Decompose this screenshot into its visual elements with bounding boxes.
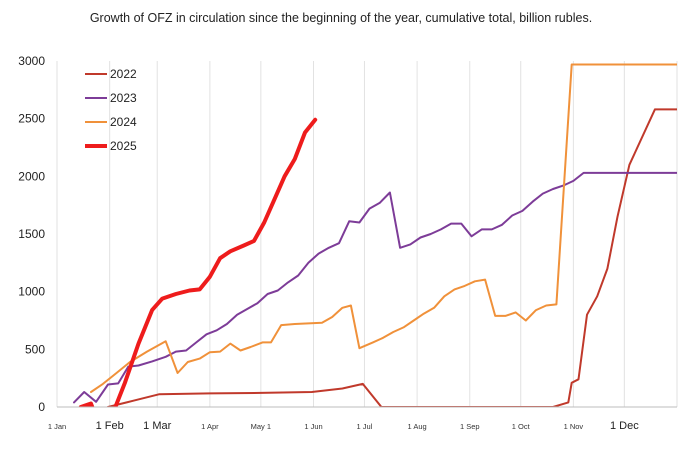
chart-title: Growth of OFZ in circulation since the b… [90,11,592,25]
series-line-2024 [90,63,677,393]
x-tick-label: 1 Nov [564,422,584,431]
x-tick-label: 1 Jun [304,422,322,431]
series-lines [73,63,677,407]
grid [56,61,678,407]
x-tick-label: 1 Jan [48,422,66,431]
series-line-2025 [78,117,318,407]
x-tick-label: May 1 [251,422,271,431]
y-tick-label: 0 [38,400,45,414]
y-tick-label: 500 [25,342,45,356]
x-tick-label: 1 Jul [357,422,373,431]
y-tick-label: 2000 [18,169,45,183]
x-tick-label: 1 Sep [460,422,480,431]
x-tick-label: 1 Dec [610,420,639,432]
series-line-2023 [73,171,677,404]
legend-label-2025: 2025 [110,139,137,153]
legend-label-2023: 2023 [110,91,137,105]
x-tick-label: 1 Oct [512,422,531,431]
x-tick-label: 1 Mar [143,420,171,432]
legend-label-2024: 2024 [110,115,137,129]
x-tick-label: 1 Apr [201,422,219,431]
y-tick-label: 3000 [18,54,45,68]
y-tick-label: 2500 [18,112,45,126]
x-axis-ticks: 1 Jan 1 Feb 1 Mar 1 Apr May 1 1 Jun 1 Jul 1 Aug… [48,420,639,432]
x-tick-label: 1 Feb [96,420,124,432]
series-line-2022 [107,108,677,407]
y-tick-label: 1500 [18,227,45,241]
y-axis-ticks: 0 500 1000 1500 2000 2500 3000 [18,54,45,414]
x-tick-label: 1 Aug [408,422,427,431]
legend: 2022 2023 2024 2025 [85,67,137,153]
y-tick-label: 1000 [18,285,45,299]
legend-label-2022: 2022 [110,67,137,81]
